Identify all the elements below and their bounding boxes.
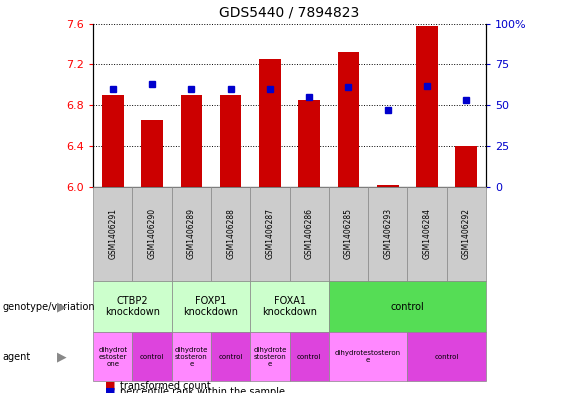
Text: ▶: ▶ <box>57 350 67 363</box>
Text: control: control <box>219 354 243 360</box>
Bar <box>455 146 477 187</box>
Text: GSM1406290: GSM1406290 <box>147 208 157 259</box>
Text: percentile rank within the sample: percentile rank within the sample <box>120 387 285 393</box>
Text: GSM1406287: GSM1406287 <box>266 208 275 259</box>
Title: GDS5440 / 7894823: GDS5440 / 7894823 <box>219 6 360 20</box>
Text: control: control <box>140 354 164 360</box>
Bar <box>298 100 320 187</box>
Text: control: control <box>297 354 321 360</box>
Text: dihydrote
stosteron
e: dihydrote stosteron e <box>175 347 208 367</box>
Bar <box>416 26 438 187</box>
Text: GSM1406291: GSM1406291 <box>108 208 118 259</box>
Text: GSM1406293: GSM1406293 <box>383 208 392 259</box>
Text: dihydrote
stosteron
e: dihydrote stosteron e <box>253 347 286 367</box>
Bar <box>338 52 359 187</box>
Text: ■: ■ <box>105 381 115 391</box>
Text: GSM1406292: GSM1406292 <box>462 208 471 259</box>
Text: GSM1406289: GSM1406289 <box>187 208 196 259</box>
Text: control: control <box>434 354 459 360</box>
Text: dihydrot
estoster
one: dihydrot estoster one <box>98 347 128 367</box>
Text: GSM1406284: GSM1406284 <box>423 208 432 259</box>
Text: ▶: ▶ <box>57 300 67 313</box>
Text: CTBP2
knockdown: CTBP2 knockdown <box>105 296 160 317</box>
Text: GSM1406286: GSM1406286 <box>305 208 314 259</box>
Bar <box>181 95 202 187</box>
Text: FOXP1
knockdown: FOXP1 knockdown <box>184 296 238 317</box>
Text: GSM1406288: GSM1406288 <box>226 208 235 259</box>
Text: ■: ■ <box>105 387 115 393</box>
Text: dihydrotestosteron
e: dihydrotestosteron e <box>335 350 401 363</box>
Text: agent: agent <box>3 352 31 362</box>
Bar <box>102 95 124 187</box>
Bar <box>220 95 241 187</box>
Text: FOXA1
knockdown: FOXA1 knockdown <box>262 296 317 317</box>
Text: control: control <box>390 301 424 312</box>
Text: GSM1406285: GSM1406285 <box>344 208 353 259</box>
Bar <box>141 120 163 187</box>
Text: genotype/variation: genotype/variation <box>3 301 95 312</box>
Text: transformed count: transformed count <box>120 381 211 391</box>
Bar <box>377 185 398 187</box>
Bar <box>259 59 281 187</box>
